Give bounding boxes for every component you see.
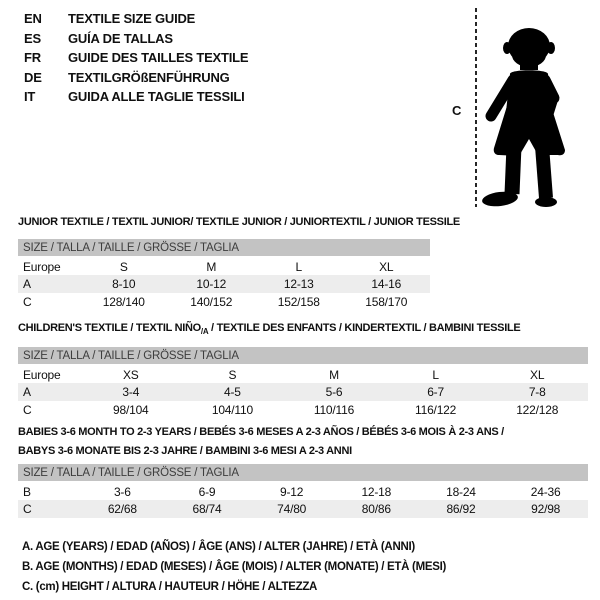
size-cell: 74/80 — [277, 502, 307, 516]
legend-line-a: A. AGE (YEARS) / EDAD (AÑOS) / ÂGE (ANS)… — [22, 541, 415, 553]
size-cell: 3-4 — [122, 385, 140, 399]
language-title: TEXTILE SIZE GUIDE — [68, 11, 196, 26]
language-code: DE — [24, 69, 42, 85]
row-label: C — [23, 403, 32, 417]
language-code: ES — [24, 30, 41, 46]
size-cell: 104/110 — [211, 403, 253, 417]
language-title-list: EN TEXTILE SIZE GUIDE ES GUÍA DE TALLAS … — [24, 9, 249, 107]
row-label: C — [23, 502, 32, 516]
size-cell: 24-36 — [530, 484, 561, 499]
table-row: C 128/140 140/152 152/158 158/170 — [18, 293, 430, 311]
row-label: Europe — [23, 367, 61, 382]
language-code: EN — [24, 11, 42, 26]
row-label: A — [23, 277, 31, 291]
table-row: A 3-4 4-5 5-6 6-7 7-8 — [18, 383, 588, 401]
size-cell: 7-8 — [528, 385, 546, 399]
size-header-bar: SIZE / TALLA / TAILLE / GRÖSSE / TAGLIA — [18, 464, 588, 483]
height-measure-label: C — [452, 103, 462, 118]
babies-size-table: SIZE / TALLA / TAILLE / GRÖSSE / TAGLIA … — [18, 464, 588, 518]
children-size-table: SIZE / TALLA / TAILLE / GRÖSSE / TAGLIA … — [18, 347, 588, 419]
legend-line-c: C. (cm) HEIGHT / ALTURA / HAUTEUR / HÖHE… — [22, 581, 318, 593]
size-cell: M — [206, 259, 217, 274]
size-cell: 9-12 — [280, 484, 304, 499]
language-row: EN TEXTILE SIZE GUIDE — [24, 9, 248, 29]
language-code: IT — [24, 89, 36, 104]
size-cell: XL — [530, 367, 545, 382]
size-cell: XL — [379, 259, 394, 274]
language-title: GUIDE DES TAILLES TEXTILE — [68, 50, 249, 65]
size-cell: 8-10 — [112, 277, 136, 291]
table-row: Europe S M L XL — [18, 257, 430, 275]
size-cell: S — [228, 367, 237, 382]
size-cell: 128/140 — [102, 295, 145, 309]
junior-table-title: JUNIOR TEXTILE / TEXTIL JUNIOR/ TEXTILE … — [18, 216, 460, 228]
language-title: GUIDA ALLE TAGLIE TESSILI — [68, 89, 245, 104]
children-table-title-part2: / TEXTILE DES ENFANTS / KINDERTEXTIL / B… — [208, 322, 521, 334]
size-cell: 152/158 — [277, 295, 320, 309]
size-cell: 116/122 — [415, 403, 457, 417]
language-row: FR GUIDE DES TAILLES TEXTILE — [24, 48, 249, 68]
row-label: A — [23, 385, 31, 399]
table-row: A 8-10 10-12 12-13 14-16 — [18, 275, 430, 293]
size-cell: 62/68 — [107, 502, 137, 516]
size-cell: 10-12 — [196, 277, 227, 291]
size-cell: 12-13 — [283, 277, 314, 291]
size-cell: 86/92 — [446, 502, 476, 516]
size-cell: 6-9 — [198, 484, 216, 499]
size-cell: 98/104 — [113, 403, 149, 417]
children-table-title-sub: /A — [200, 327, 209, 337]
size-cell: L — [295, 259, 303, 274]
babies-table-title-line1: BABIES 3-6 MONTH TO 2-3 YEARS / BEBÉS 3-… — [18, 426, 504, 438]
size-header-bar: SIZE / TALLA / TAILLE / GRÖSSE / TAGLIA — [18, 347, 588, 366]
legend-line-b: B. AGE (MONTHS) / EDAD (MESES) / ÂGE (MO… — [22, 561, 447, 573]
size-cell: 3-6 — [113, 484, 131, 499]
language-row: IT GUIDA ALLE TAGLIE TESSILI — [24, 87, 248, 107]
size-cell: 6-7 — [427, 385, 444, 399]
size-cell: 4-5 — [224, 385, 241, 399]
children-table-title: CHILDREN'S TEXTILE / TEXTIL NIÑO/A / TEX… — [18, 322, 521, 337]
size-cell: 14-16 — [371, 277, 402, 291]
size-cell: 18-24 — [446, 484, 476, 499]
language-title: TEXTILGRÖßENFÜHRUNG — [68, 69, 230, 85]
language-title: GUÍA DE TALLAS — [68, 30, 173, 46]
size-cell: 68/74 — [192, 502, 222, 516]
table-row: C 98/104 104/110 110/116 116/122 122/128 — [18, 401, 588, 419]
table-row: Europe XS S M L XL — [18, 365, 588, 383]
language-code: FR — [24, 50, 41, 65]
babies-table-title: BABIES 3-6 MONTH TO 2-3 YEARS / BEBÉS 3-… — [18, 423, 504, 461]
language-row: DE TEXTILGRÖßENFÜHRUNG — [24, 68, 248, 88]
measure-legend: A. AGE (YEARS) / EDAD (AÑOS) / ÂGE (ANS)… — [22, 537, 446, 597]
babies-table-title-line2: BABYS 3-6 MONATE BIS 2-3 JAHRE / BAMBINI… — [18, 445, 352, 457]
row-label: C — [23, 295, 32, 309]
toddler-silhouette-icon — [482, 28, 565, 207]
size-cell: L — [432, 367, 439, 382]
row-label: Europe — [23, 259, 61, 274]
size-cell: 5-6 — [325, 385, 343, 399]
size-cell: 122/128 — [516, 403, 559, 417]
size-header-bar: SIZE / TALLA / TAILLE / GRÖSSE / TAGLIA — [18, 239, 430, 258]
size-cell: 110/116 — [313, 403, 355, 417]
children-table-title-part1: CHILDREN'S TEXTILE / TEXTIL NIÑO — [18, 322, 201, 334]
height-measure-line — [475, 8, 477, 207]
size-cell: 140/152 — [190, 295, 233, 309]
size-cell: S — [119, 259, 128, 274]
row-label: B — [23, 484, 31, 499]
size-cell: 12-18 — [361, 484, 392, 499]
size-cell: 92/98 — [531, 502, 561, 516]
table-row: C 62/68 68/74 74/80 80/86 86/92 92/98 — [18, 500, 588, 518]
size-cell: 158/170 — [365, 295, 408, 309]
size-cell: 80/86 — [361, 502, 391, 516]
size-cell: XS — [122, 367, 139, 382]
junior-size-table: SIZE / TALLA / TAILLE / GRÖSSE / TAGLIA … — [18, 239, 430, 311]
size-cell: M — [329, 367, 339, 382]
table-row: B 3-6 6-9 9-12 12-18 18-24 24-36 — [18, 482, 588, 500]
language-row: ES GUÍA DE TALLAS — [24, 29, 248, 49]
